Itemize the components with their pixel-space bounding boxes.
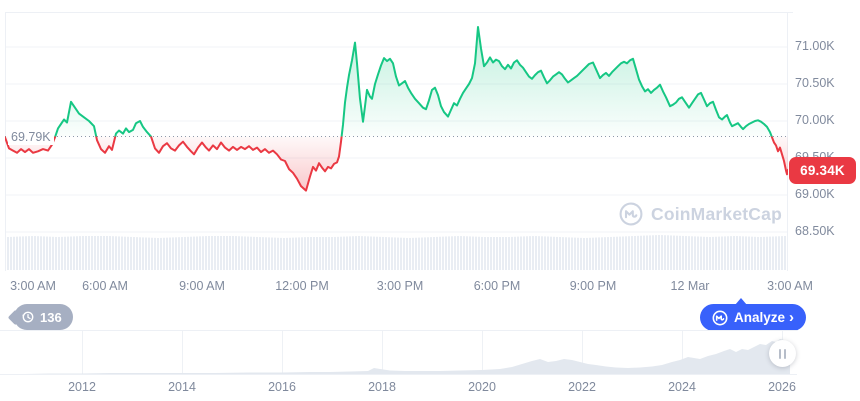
year-label: 2022 [568,380,596,394]
navigator-area [0,339,790,375]
y-axis-label: 68.50K [795,224,835,238]
navigator-handle[interactable] [769,340,796,367]
y-axis-label: 70.00K [795,113,835,127]
x-axis-label: 6:00 PM [473,279,521,293]
x-axis-label: 3:00 PM [376,279,424,293]
year-label: 2018 [368,380,396,394]
current-price-badge: 69.34K [789,157,856,184]
analyze-button[interactable]: Analyze › [700,298,807,331]
x-axis-label: 9:00 AM [179,279,225,293]
price-line-red [5,136,788,192]
area-above-baseline [5,27,788,137]
price-chart-plot[interactable] [5,12,788,271]
pause-bar-icon [779,348,781,359]
tooltip-arrow [735,298,747,305]
coinmarketcap-logo-icon [712,310,728,325]
x-axis-label: 3:00 AM [10,279,56,293]
bar-count-value: 136 [40,309,62,325]
coinmarketcap-logo-icon [619,202,643,226]
history-clock-icon [22,311,34,323]
chevron-right-icon: › [789,309,795,326]
y-axis-label: 70.50K [795,76,835,90]
x-axis-label: 12 Mar [670,279,710,293]
x-axis-label: 3:00 AM [767,279,813,293]
year-label: 2020 [468,380,496,394]
y-axis-label: 69.00K [795,187,835,201]
x-axis-label: 12:00 PM [275,279,329,293]
baseline-price-label: 69.79K [8,129,54,145]
year-label: 2024 [668,380,696,394]
y-axis-label: 71.00K [795,39,835,53]
timeline-navigator[interactable] [0,330,800,376]
x-axis-label: 6:00 AM [82,279,128,293]
pause-bar-icon [784,348,786,359]
plot-top-border [5,12,793,13]
year-label: 2012 [68,380,96,394]
year-label: 2016 [268,380,296,394]
watermark-text: CoinMarketCap [651,203,782,224]
analyze-label: Analyze [734,310,786,325]
year-label: 2026 [768,380,796,394]
x-axis-label: 9:00 PM [569,279,617,293]
year-label: 2014 [168,380,196,394]
coinmarketcap-watermark: CoinMarketCap [619,202,782,226]
bar-count-badge[interactable]: 136 [7,304,73,330]
price-line-green [5,26,773,137]
